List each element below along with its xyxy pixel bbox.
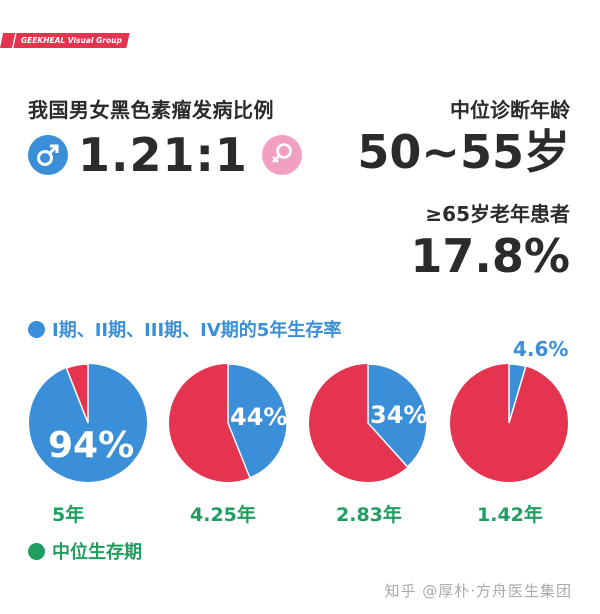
elderly-value: 17.8% — [410, 229, 570, 283]
median-survival-stage-1: 5年 — [52, 504, 85, 526]
sex-ratio-row: 1.21:1 — [28, 130, 302, 180]
median-age-value: 50~55岁 — [357, 125, 570, 179]
male-symbol-icon — [28, 135, 68, 175]
pie-svg — [169, 363, 288, 482]
pie-value-label: 34% — [370, 401, 428, 429]
median-survival-stage-4: 1.42年 — [477, 504, 543, 526]
median-age-title: 中位诊断年龄 — [450, 98, 570, 122]
bullet-dot-icon — [28, 320, 45, 338]
pie-chart-stage-2: 44% — [168, 363, 288, 483]
sex-ratio-value: 1.21:1 — [78, 128, 248, 182]
elderly-title: ≥65岁老年患者 — [425, 202, 570, 226]
survival-section-label: I期、II期、III期、IV期的5年生存率 — [52, 320, 342, 341]
pie-chart-stage-4 — [449, 363, 569, 483]
pie-outer-value-label: 4.6% — [513, 337, 569, 361]
watermark: 知乎 @厚朴·方舟医生集团 — [384, 582, 572, 600]
banner-text: GEEKHEAL Visual Group — [21, 36, 122, 45]
sex-ratio-title: 我国男女黑色素瘤发病比例 — [28, 98, 274, 122]
pie-value-label: 44% — [230, 403, 288, 431]
female-symbol-icon — [261, 135, 302, 175]
brand-banner: GEEKHEAL Visual Group — [0, 33, 130, 48]
pie-svg — [29, 363, 147, 482]
survival-section-title: I期、II期、III期、IV期的5年生存率 — [28, 316, 341, 342]
median-section-title: 中位生存期 — [28, 538, 142, 564]
pie-svg — [309, 363, 428, 482]
bullet-dot-icon — [28, 542, 45, 560]
median-survival-stage-2: 4.25年 — [190, 504, 256, 526]
median-survival-stage-3: 2.83年 — [336, 504, 402, 526]
pie-svg — [450, 363, 568, 482]
pie-chart-stage-1: 94% — [28, 363, 148, 483]
pie-chart-stage-3: 34% — [308, 363, 428, 483]
pie-value-label: 94% — [48, 425, 135, 466]
banner-label: GEEKHEAL Visual Group — [13, 33, 130, 48]
median-section-label: 中位生存期 — [52, 542, 142, 563]
